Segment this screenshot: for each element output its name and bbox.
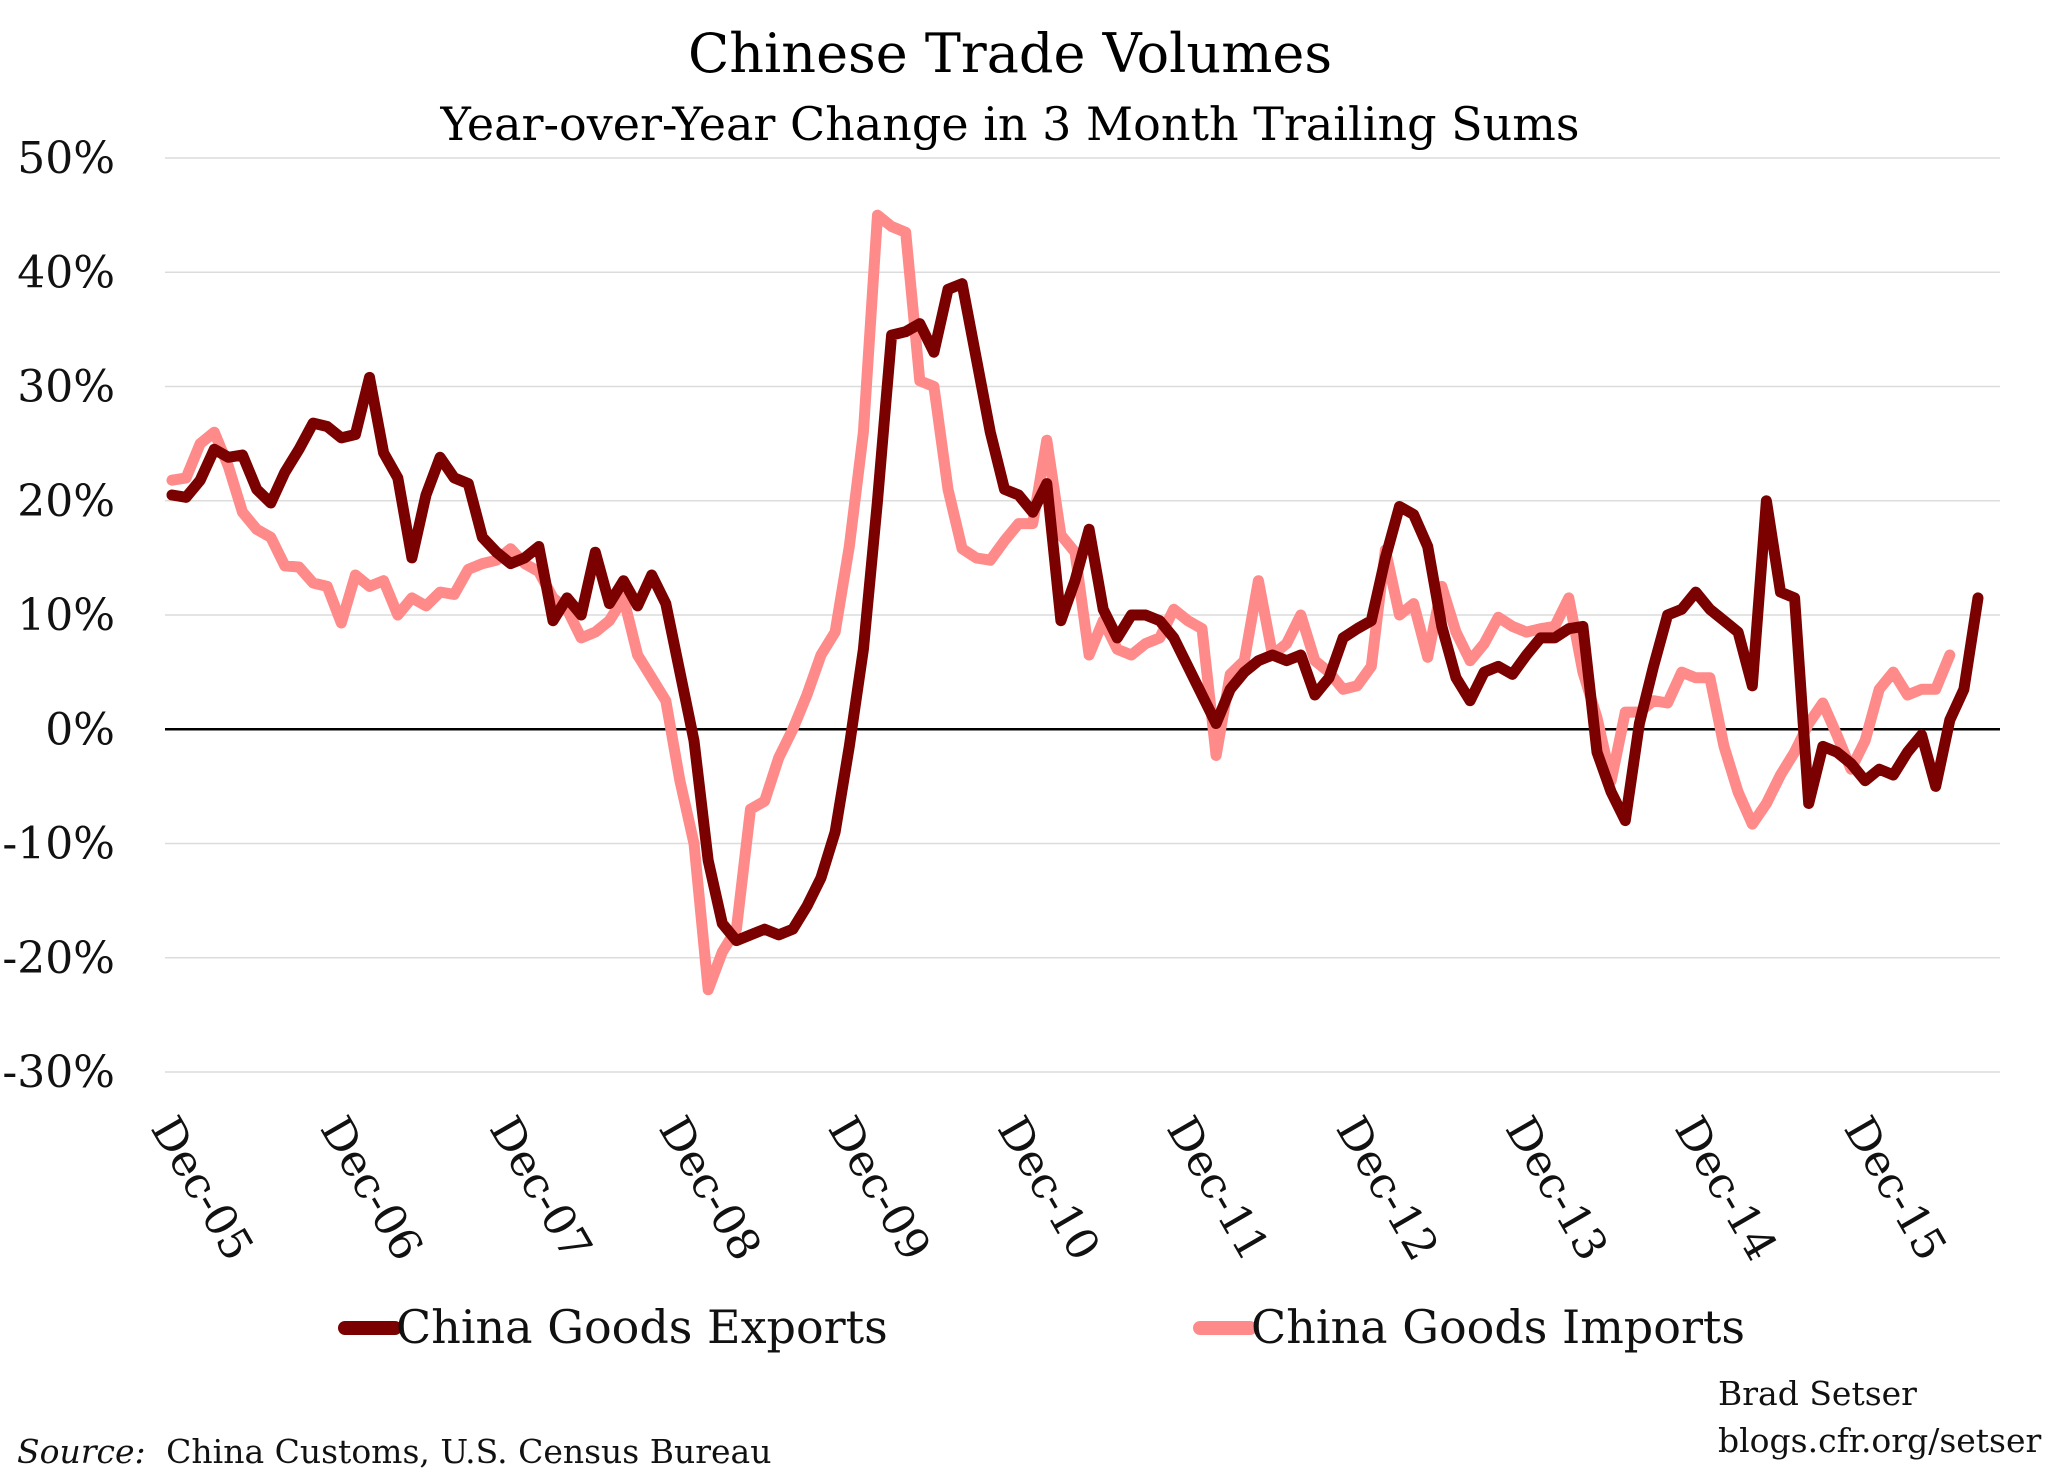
x-tick-label: Dec-13 bbox=[1495, 1108, 1618, 1269]
x-tick-label: Dec-06 bbox=[310, 1108, 433, 1269]
x-tick-label: Dec-14 bbox=[1664, 1108, 1787, 1269]
x-tick-label: Dec-11 bbox=[1156, 1108, 1279, 1269]
series-lines bbox=[166, 209, 1984, 996]
x-tick-label: Dec-09 bbox=[818, 1108, 941, 1269]
legend-label-imports: China Goods Imports bbox=[1251, 1300, 1745, 1354]
chart-subtitle: Year-over-Year Change in 3 Month Trailin… bbox=[439, 97, 1579, 151]
legend-label-exports: China Goods Exports bbox=[396, 1300, 888, 1354]
y-tick-label: 40% bbox=[17, 247, 115, 298]
y-tick-label: 10% bbox=[17, 590, 115, 641]
credit-url: blogs.cfr.org/setser bbox=[1718, 1421, 2042, 1460]
x-tick-label: Dec-05 bbox=[140, 1108, 263, 1269]
y-tick-label: -20% bbox=[2, 933, 115, 984]
y-axis: 50% 40% 30% 20% 10% 0% -10% -20% -30% bbox=[2, 133, 115, 1098]
source-label: Source: bbox=[17, 1432, 146, 1471]
x-axis: Dec-05 Dec-06 Dec-07 Dec-08 Dec-09 Dec-10 Dec-… bbox=[140, 1108, 1956, 1269]
y-tick-label: -10% bbox=[2, 819, 115, 870]
series-line-imports bbox=[166, 209, 1956, 996]
x-tick-label: Dec-08 bbox=[648, 1108, 771, 1269]
y-tick-label: 50% bbox=[17, 133, 115, 184]
series-line-exports bbox=[166, 278, 1984, 947]
y-tick-label: 30% bbox=[17, 362, 115, 413]
x-tick-label: Dec-10 bbox=[987, 1108, 1110, 1269]
y-tick-label: 0% bbox=[45, 704, 115, 755]
source-text: China Customs, U.S. Census Bureau bbox=[166, 1432, 771, 1471]
legend: China Goods Exports China Goods Imports bbox=[338, 1300, 1745, 1354]
chart-title: Chinese Trade Volumes bbox=[688, 22, 1332, 85]
x-tick-label: Dec-07 bbox=[479, 1108, 602, 1269]
x-tick-label: Dec-15 bbox=[1834, 1108, 1957, 1269]
y-tick-label: -30% bbox=[2, 1047, 115, 1098]
source-note: Source: China Customs, U.S. Census Burea… bbox=[17, 1432, 771, 1471]
y-tick-label: 20% bbox=[17, 476, 115, 527]
x-tick-label: Dec-12 bbox=[1326, 1108, 1449, 1269]
credit-name: Brad Setser bbox=[1718, 1374, 1917, 1413]
